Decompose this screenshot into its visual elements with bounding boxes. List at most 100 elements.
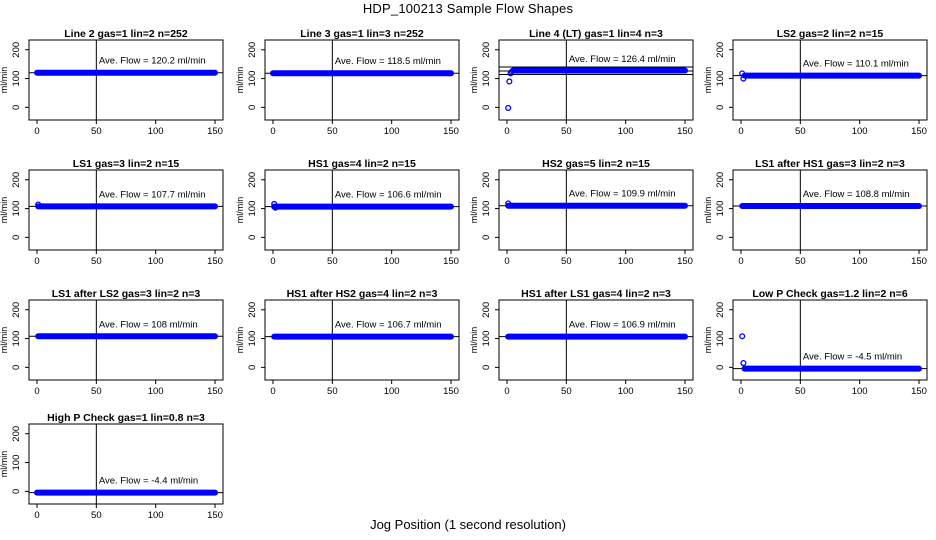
y-tick-label: 0 xyxy=(715,105,726,110)
average-label: Ave. Flow = 109.9 ml/min xyxy=(569,189,676,200)
y-axis-label: ml/min xyxy=(0,67,9,94)
y-tick-label: 100 xyxy=(11,455,22,471)
x-tick-label: 150 xyxy=(207,386,223,397)
y-tick-label: 200 xyxy=(247,42,258,58)
panel-3: Line 4 (LT) gas=1 lin=4 n=3 0 100 200ml/min… xyxy=(469,28,694,137)
y-axis-label: ml/min xyxy=(703,67,713,94)
panel-11: HS1 after LS1 gas=4 lin=2 n=3 0 100 200ml/m… xyxy=(469,288,694,397)
x-tick-label: 100 xyxy=(852,126,868,137)
panel-frame xyxy=(498,299,694,381)
x-tick-label: 0 xyxy=(738,126,743,137)
y-tick-label: 0 xyxy=(247,105,258,110)
x-tick-label: 150 xyxy=(677,386,693,397)
panel-frame xyxy=(498,39,694,121)
x-tick-label: 100 xyxy=(148,256,164,267)
x-tick-label: 0 xyxy=(504,386,509,397)
figure-title: HDP_100213 Sample Flow Shapes xyxy=(362,1,574,16)
y-tick-label: 200 xyxy=(715,42,726,58)
x-tick-label: 100 xyxy=(852,256,868,267)
x-tick-label: 150 xyxy=(677,126,693,137)
x-tick-label: 50 xyxy=(327,256,338,267)
x-tick-label: 150 xyxy=(911,386,927,397)
average-label: Ave. Flow = 118.5 ml/min xyxy=(335,56,441,67)
x-tick-label: 0 xyxy=(34,126,39,137)
x-tick-label: 100 xyxy=(384,126,400,137)
panel-frame xyxy=(28,423,224,505)
y-axis-label: ml/min xyxy=(235,327,245,354)
panel-13: High P Check gas=1 lin=0.8 n=3 0 100 200ml/… xyxy=(0,412,224,521)
x-tick-label: 50 xyxy=(795,386,806,397)
y-axis-label: ml/min xyxy=(469,197,479,224)
y-tick-label: 0 xyxy=(11,105,22,110)
y-tick-label: 0 xyxy=(715,365,726,370)
y-tick-label: 0 xyxy=(11,365,22,370)
x-tick-label: 50 xyxy=(795,256,806,267)
y-tick-label: 100 xyxy=(11,331,22,347)
data-point xyxy=(505,104,512,111)
panel-title: LS1 after LS2 gas=3 lin=2 n=3 xyxy=(52,288,201,300)
x-tick-label: 0 xyxy=(34,386,39,397)
y-tick-label: 200 xyxy=(715,172,726,188)
data-point xyxy=(505,200,512,207)
average-label: Ave. Flow = -4.5 ml/min xyxy=(803,352,902,363)
x-tick-label: 100 xyxy=(852,386,868,397)
panel-8: LS1 after HS1 gas=3 lin=2 n=3 0 100 200ml/m… xyxy=(703,158,928,267)
panel-10: HS1 after HS2 gas=4 lin=2 n=3 0 100 200ml/m… xyxy=(235,288,460,397)
y-tick-label: 100 xyxy=(247,331,258,347)
x-tick-label: 150 xyxy=(911,126,927,137)
x-tick-label: 50 xyxy=(561,126,572,137)
x-tick-label: 100 xyxy=(618,126,634,137)
y-tick-label: 0 xyxy=(247,235,258,240)
average-label: Ave. Flow = -4.4 ml/min xyxy=(99,476,198,487)
x-tick-label: 100 xyxy=(384,256,400,267)
panel-frame xyxy=(732,299,928,381)
y-tick-label: 0 xyxy=(481,365,492,370)
x-tick-label: 0 xyxy=(34,256,39,267)
x-tick-label: 50 xyxy=(561,386,572,397)
y-tick-label: 100 xyxy=(247,71,258,87)
x-tick-label: 0 xyxy=(738,256,743,267)
y-tick-label: 0 xyxy=(11,489,22,494)
y-axis-label: ml/min xyxy=(235,197,245,224)
y-tick-label: 100 xyxy=(481,71,492,87)
data-point xyxy=(508,68,515,75)
data-point xyxy=(740,359,747,367)
y-tick-label: 100 xyxy=(11,201,22,217)
y-tick-label: 200 xyxy=(481,172,492,188)
x-tick-label: 150 xyxy=(443,126,459,137)
y-axis-label: ml/min xyxy=(469,67,479,94)
x-tick-label: 150 xyxy=(207,126,223,137)
x-tick-label: 50 xyxy=(91,126,102,137)
x-tick-label: 0 xyxy=(504,126,509,137)
y-axis-label: ml/min xyxy=(0,197,9,224)
panel-frame xyxy=(264,299,460,381)
x-tick-label: 150 xyxy=(677,256,693,267)
average-label: Ave. Flow = 107.7 ml/min xyxy=(99,189,206,200)
panel-frame xyxy=(732,39,928,121)
x-tick-label: 150 xyxy=(207,256,223,267)
x-tick-label: 150 xyxy=(443,386,459,397)
y-tick-label: 100 xyxy=(715,331,726,347)
x-tick-label: 150 xyxy=(207,510,223,521)
x-tick-label: 50 xyxy=(91,256,102,267)
y-tick-label: 0 xyxy=(481,105,492,110)
average-label: Ave. Flow = 108 ml/min xyxy=(99,319,198,330)
x-tick-label: 50 xyxy=(327,386,338,397)
y-tick-label: 100 xyxy=(715,201,726,217)
average-label: Ave. Flow = 110.1 ml/min xyxy=(803,59,909,70)
x-tick-label: 100 xyxy=(384,386,400,397)
y-tick-label: 0 xyxy=(247,365,258,370)
panel-9: LS1 after LS2 gas=3 lin=2 n=3 0 100 200ml/m… xyxy=(0,288,224,397)
x-tick-label: 150 xyxy=(911,256,927,267)
y-tick-label: 100 xyxy=(715,71,726,87)
y-tick-label: 200 xyxy=(11,42,22,58)
y-tick-label: 200 xyxy=(11,172,22,188)
panel-title: Low P Check gas=1.2 lin=2 n=6 xyxy=(752,288,907,300)
x-tick-label: 0 xyxy=(270,386,275,397)
panel-frame xyxy=(264,169,460,251)
